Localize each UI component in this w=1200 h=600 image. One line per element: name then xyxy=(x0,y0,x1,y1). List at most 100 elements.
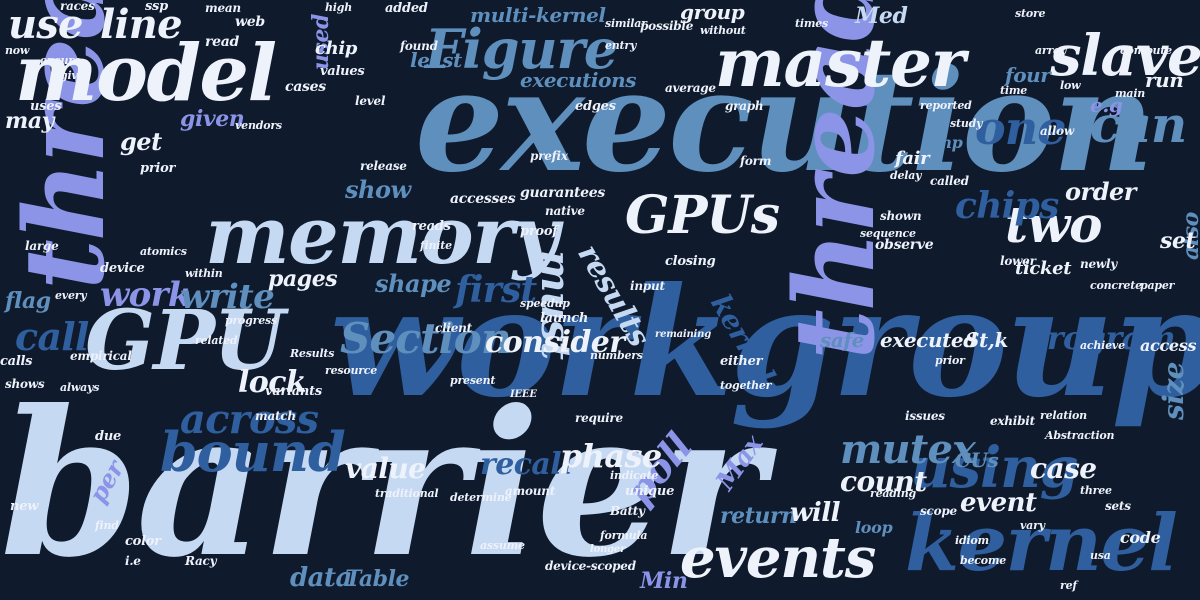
cloud-word-gpu: GPU xyxy=(85,293,285,389)
cloud-word-uses: uses xyxy=(30,99,62,114)
cloud-word-four: four xyxy=(1005,63,1051,87)
cloud-word-recall: recall xyxy=(480,447,572,482)
cloud-word-ieee: IEEE xyxy=(510,389,537,400)
cloud-word-remaining: remaining xyxy=(655,329,712,340)
cloud-word-concrete: concrete xyxy=(1090,279,1142,292)
cloud-word-one: one xyxy=(975,101,1067,155)
cloud-word-match: match xyxy=(255,409,296,423)
cloud-word-reads: reads xyxy=(412,219,451,234)
cloud-word-three: three xyxy=(1080,484,1112,497)
cloud-word-cus: CUs xyxy=(955,448,999,472)
cloud-word-exhibit: exhibit xyxy=(990,414,1035,428)
cloud-word-using: using xyxy=(910,435,1079,501)
cloud-word-proof: proof xyxy=(520,224,558,239)
cloud-word-client: client xyxy=(435,321,472,335)
cloud-word-due: due xyxy=(95,429,122,444)
cloud-word-read: read xyxy=(205,34,240,50)
cloud-word-phase: phase xyxy=(560,437,662,475)
cloud-word-prior: prior xyxy=(140,161,176,176)
cloud-word-numbers: numbers xyxy=(590,349,643,362)
cloud-word-usa: usa xyxy=(1090,549,1111,562)
cloud-word-become: become xyxy=(960,554,1007,567)
cloud-word-web: web xyxy=(235,14,265,30)
cloud-word-case: case xyxy=(1030,452,1097,485)
cloud-word-events: events xyxy=(680,525,876,591)
cloud-word-ref: ref xyxy=(1060,579,1077,592)
cloud-word-low: low xyxy=(1060,79,1081,92)
cloud-word-called: called xyxy=(930,174,969,188)
cloud-word-delay: delay xyxy=(890,169,922,182)
cloud-word-return: return xyxy=(720,503,797,529)
cloud-word-vendors: vendors xyxy=(235,119,282,132)
cloud-word-paper: paper xyxy=(1140,279,1175,292)
cloud-word-added: added xyxy=(385,1,428,16)
cloud-word-assume: assume xyxy=(480,539,525,552)
cloud-word-pages: pages xyxy=(268,266,338,292)
cloud-word-loop: loop xyxy=(855,518,893,537)
cloud-word-barrier: barrier xyxy=(0,367,765,600)
cloud-word-scope: scope xyxy=(920,504,957,518)
cloud-word-chips: chips xyxy=(955,185,1059,227)
cloud-word-prefix: prefix xyxy=(530,149,568,163)
cloud-word-gives: gives xyxy=(60,69,91,82)
cloud-word-chip: chip xyxy=(315,38,358,59)
cloud-word-native: native xyxy=(545,204,585,218)
cloud-word-within: within xyxy=(185,267,223,280)
cloud-word-large: large xyxy=(25,239,59,253)
cloud-word-ticket: ticket xyxy=(1015,258,1072,279)
cloud-word-graph: graph xyxy=(725,99,764,113)
cloud-word-ie: i.e xyxy=(125,554,141,568)
cloud-word-now: now xyxy=(5,44,30,57)
cloud-word-two: two xyxy=(1005,195,1102,254)
cloud-word-order: order xyxy=(1065,177,1136,206)
cloud-word-guarantees: guarantees xyxy=(520,185,606,201)
cloud-word-kernel: kernel xyxy=(905,498,1178,589)
cloud-word-empirical: empirical xyxy=(70,349,132,363)
cloud-word-either: either xyxy=(720,354,763,369)
cloud-word-cases: cases xyxy=(285,79,326,95)
cloud-word-high: high xyxy=(325,1,352,14)
cloud-word-form: form xyxy=(740,154,772,168)
cloud-word-figure: Figure xyxy=(425,17,618,81)
cloud-word-may: may xyxy=(5,108,54,134)
cloud-word-related: related xyxy=(195,334,238,347)
cloud-word-event: event xyxy=(960,488,1037,518)
cloud-word-present: present xyxy=(450,374,496,387)
cloud-word-resource: resource xyxy=(325,364,378,377)
cloud-word-reported: reported xyxy=(920,99,972,112)
cloud-word-without: without xyxy=(700,24,746,37)
cloud-word-safe: safe xyxy=(820,328,864,352)
cloud-word-master: master xyxy=(715,24,965,102)
cloud-word-shown: shown xyxy=(880,209,922,223)
cloud-word-unique: unique xyxy=(625,484,675,499)
cloud-word-lock: lock xyxy=(238,365,307,400)
cloud-word-abstraction: Abstraction xyxy=(1045,429,1115,442)
cloud-word-ensure: ensure xyxy=(40,54,81,67)
cloud-word-observe: observe xyxy=(875,237,934,253)
cloud-word-multi-kernel: multi-kernel xyxy=(470,3,606,27)
cloud-word-sets: sets xyxy=(1105,499,1131,513)
cloud-word-longer: longer xyxy=(590,544,626,555)
cloud-word-data: data xyxy=(290,563,352,593)
cloud-word-fair: fair xyxy=(895,148,930,169)
cloud-word-eg: e.g xyxy=(1090,93,1123,117)
cloud-word-min: Min xyxy=(640,568,688,594)
cloud-word-new: new xyxy=(10,499,39,514)
cloud-word-given: given xyxy=(180,106,245,132)
cloud-word-bound: bound xyxy=(160,420,346,484)
cloud-word-times: times xyxy=(795,17,828,30)
cloud-word-similar: similar xyxy=(605,17,647,30)
cloud-word-group: group xyxy=(680,0,745,24)
cloud-word-newly: newly xyxy=(1080,257,1118,271)
cloud-word-access: access xyxy=(1140,336,1197,355)
cloud-word-batty: Batty xyxy=(610,504,645,518)
cloud-word-execution: execution xyxy=(415,40,1154,204)
cloud-word-allow: allow xyxy=(1040,124,1075,138)
cloud-word-set: set xyxy=(1160,228,1196,254)
cloud-word-lower: lower xyxy=(1000,254,1036,268)
cloud-word-release: release xyxy=(360,159,407,173)
cloud-word-calls: calls xyxy=(0,354,33,369)
cloud-word-med: Med xyxy=(855,3,908,29)
cloud-word-input: input xyxy=(630,279,665,293)
